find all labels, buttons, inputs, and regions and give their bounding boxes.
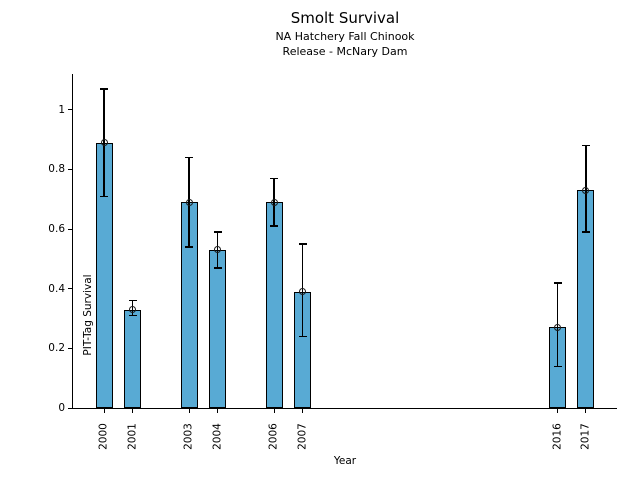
y-tick-label-0.2: 0.2 [48,342,65,355]
marker-2017 [582,186,590,194]
y-tick-0.2 [68,347,72,349]
errorbar-cap-low-2004 [213,267,222,269]
y-axis-spine [72,74,73,408]
y-tick-label-0: 0 [58,402,65,414]
marker-2000 [100,139,108,147]
errorbar-cap-high-2001 [128,299,137,302]
x-axis-label: Year [333,455,357,467]
marker-2007 [299,288,306,296]
marker-2016 [554,323,561,331]
x-tick-label-2007: 2007 [296,423,308,450]
errorbar-cap-low-2007 [298,335,307,338]
y-tick-label-0.8: 0.8 [48,163,65,176]
x-tick-2004 [217,409,218,413]
errorbar-cap-high-2007 [298,243,307,245]
x-tick-2017 [585,409,587,413]
errorbar-cap-high-2006 [270,177,279,180]
x-tick-label-2016: 2016 [551,423,563,450]
chart-title: Smolt Survival [290,9,400,27]
marker-2001 [129,306,136,314]
x-tick-2006 [273,409,275,413]
x-tick-label-2003: 2003 [182,423,195,450]
x-tick-label-2004: 2004 [211,423,223,450]
errorbar-cap-low-2000 [100,195,109,198]
y-tick-0.6 [68,228,72,230]
errorbar-cap-low-2001 [128,314,137,317]
y-tick-label-0.6: 0.6 [48,223,65,236]
x-tick-label-2001: 2001 [126,423,138,450]
y-tick-0.8 [68,168,72,170]
errorbar-cap-low-2006 [270,225,279,227]
errorbar-cap-low-2017 [581,231,590,233]
bar-2004 [209,249,226,408]
chart-subtitle-line2: Release - McNary Dam [282,45,408,58]
bar-2006 [265,202,283,408]
marker-2003 [185,198,193,206]
y-tick-0.4 [68,288,72,290]
errorbar-cap-low-2016 [553,365,562,367]
x-tick-2003 [188,409,190,413]
errorbar-cap-high-2004 [213,231,222,233]
y-tick-0 [68,407,72,409]
y-tick-label-0.4: 0.4 [48,282,65,295]
y-axis-label: PIT-Tag Survival [82,274,94,356]
errorbar-cap-high-2000 [100,88,109,90]
x-tick-2000 [103,409,105,413]
y-tick-1 [68,109,72,111]
x-tick-2001 [132,409,133,413]
errorbar-cap-high-2017 [581,144,590,147]
plot-area: PIT-Tag Survival 0 0.2 0.4 0.6 0.8 1 2000 2001 2… [48,74,617,450]
x-tick-2016 [557,409,558,413]
errorbar-cap-high-2003 [185,156,194,159]
errorbar-cap-low-2003 [185,246,194,248]
x-axis-spine [72,408,617,409]
chart-subtitle-line1: NA Hatchery Fall Chinook [275,30,415,43]
marker-2006 [270,198,278,206]
bar-2001 [124,309,141,408]
x-tick-label-2000: 2000 [97,423,110,450]
errorbar-cap-high-2016 [553,282,562,284]
x-tick-label-2017: 2017 [579,423,592,450]
y-tick-label-1: 1 [58,103,65,116]
marker-2004 [214,246,221,254]
x-tick-2007 [302,409,303,413]
x-tick-label-2006: 2006 [267,423,280,450]
